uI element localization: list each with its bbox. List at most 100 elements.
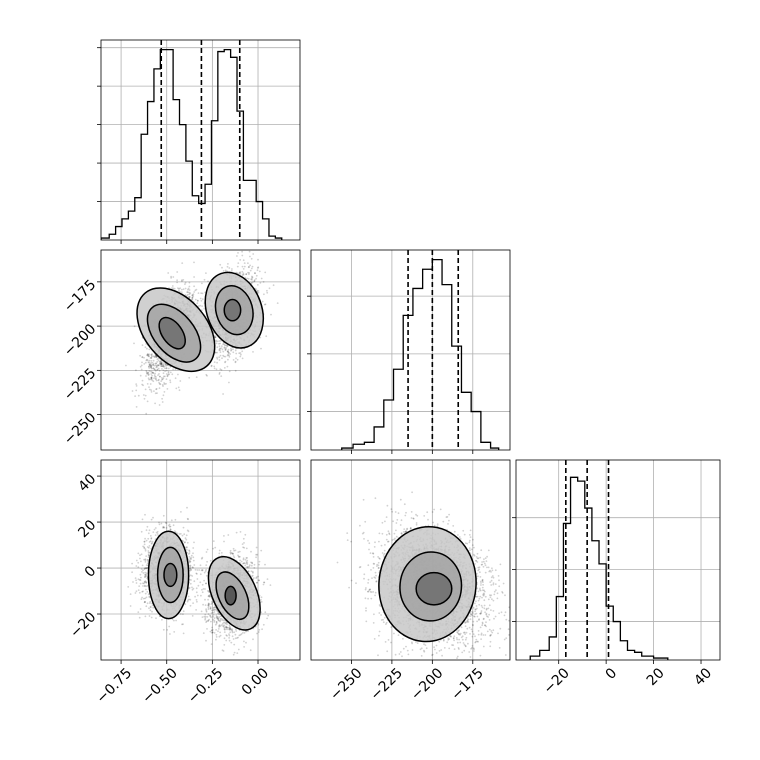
sample-point	[164, 521, 167, 524]
sample-point	[219, 347, 222, 350]
sample-point	[153, 368, 156, 370]
sample-point	[140, 568, 143, 570]
panel-1-0: −175−200−225−250	[61, 249, 301, 451]
sample-point	[190, 558, 193, 560]
sample-point	[165, 527, 168, 529]
sample-point	[237, 262, 240, 264]
sample-point	[161, 361, 163, 364]
sample-point	[144, 600, 147, 603]
sample-point	[135, 383, 138, 385]
sample-point	[148, 529, 151, 532]
sample-point	[201, 282, 203, 285]
sample-point	[207, 590, 210, 593]
sample-point	[173, 287, 176, 290]
sample-point	[191, 575, 194, 577]
sample-point	[141, 356, 144, 359]
histogram-bin	[374, 427, 384, 450]
histogram-bin	[571, 477, 578, 660]
sample-point	[154, 364, 157, 367]
sample-point	[156, 530, 159, 533]
sample-point	[245, 273, 248, 276]
sample-point	[167, 371, 170, 374]
sample-point	[191, 294, 194, 297]
sample-point	[238, 271, 241, 274]
sample-point	[152, 355, 155, 358]
sample-point	[188, 552, 191, 554]
sample-point	[226, 265, 229, 268]
sample-point	[248, 266, 250, 268]
sample-point	[143, 567, 146, 570]
sample-point	[155, 388, 158, 390]
sample-point	[241, 250, 244, 253]
sample-point	[171, 618, 174, 621]
sample-point	[145, 371, 148, 374]
histogram-bin	[364, 442, 374, 450]
sample-point	[133, 325, 136, 328]
sample-point	[166, 375, 169, 378]
sample-point	[187, 288, 189, 291]
sample-point	[219, 348, 221, 350]
sample-point	[146, 546, 149, 548]
sample-point	[191, 586, 193, 589]
sample-point	[177, 386, 180, 389]
sample-point	[150, 366, 152, 369]
sample-point	[151, 540, 154, 543]
sample-point	[142, 597, 145, 600]
sample-point	[144, 585, 146, 588]
sample-point	[158, 373, 160, 375]
sample-point	[141, 344, 144, 347]
sample-point	[131, 571, 134, 574]
histogram-bin	[578, 481, 585, 660]
sample-point	[154, 378, 157, 380]
histogram-bin	[471, 412, 481, 450]
histogram-bin	[154, 69, 160, 240]
histogram-bin	[530, 656, 539, 660]
sample-point	[190, 554, 193, 557]
sample-point	[239, 273, 242, 275]
sample-point	[139, 557, 141, 560]
sample-point	[206, 616, 209, 618]
sample-point	[149, 602, 151, 604]
sample-point	[145, 581, 148, 584]
sample-point	[148, 545, 151, 547]
sample-point	[188, 376, 191, 379]
sample-point	[144, 574, 147, 577]
panel-frame	[100, 39, 301, 241]
histogram-bin	[353, 444, 364, 450]
sample-point	[167, 272, 170, 274]
sample-point	[163, 391, 166, 393]
sample-point	[144, 394, 147, 397]
sample-point	[216, 351, 219, 354]
sample-point	[207, 280, 209, 283]
sample-point	[148, 596, 151, 598]
sample-point	[144, 571, 147, 574]
sample-point	[239, 555, 241, 558]
sample-point	[150, 362, 153, 364]
histogram-bin	[635, 652, 642, 660]
sample-point	[162, 394, 165, 397]
sample-point	[189, 564, 192, 567]
sample-point	[191, 294, 194, 297]
sample-point	[155, 376, 157, 378]
sample-point	[157, 379, 160, 382]
sample-point	[146, 566, 149, 569]
histogram-bin	[599, 564, 606, 660]
sample-point	[161, 397, 164, 400]
sample-point	[232, 359, 235, 361]
sample-point	[150, 365, 153, 367]
sample-point	[149, 609, 152, 612]
sample-point	[144, 388, 147, 391]
sample-point	[241, 273, 244, 276]
sample-point	[254, 272, 256, 274]
sample-point	[141, 596, 144, 599]
sample-point	[162, 514, 165, 517]
sample-point	[222, 393, 225, 395]
sample-point	[162, 364, 165, 366]
sample-point	[178, 288, 180, 290]
sample-point	[149, 600, 152, 603]
sample-point	[150, 356, 153, 359]
sample-point	[144, 576, 146, 578]
sample-point	[261, 628, 263, 631]
sample-point	[235, 357, 237, 360]
